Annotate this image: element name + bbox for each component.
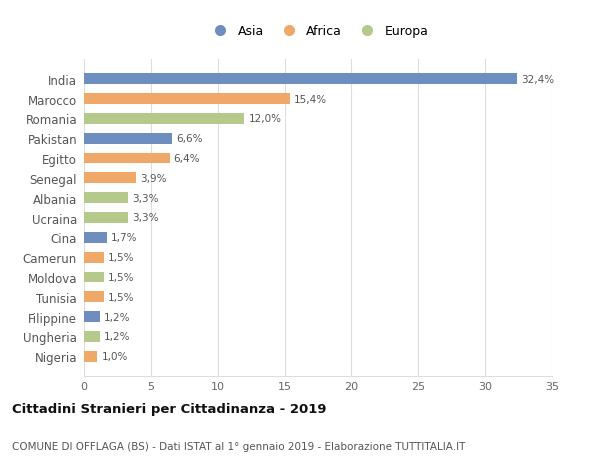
Text: 3,9%: 3,9% [140,174,167,184]
Bar [84,153,170,164]
Text: 1,5%: 1,5% [108,292,134,302]
Bar [84,74,517,85]
Text: 3,3%: 3,3% [132,193,158,203]
Text: 6,4%: 6,4% [173,154,200,164]
Text: Cittadini Stranieri per Cittadinanza - 2019: Cittadini Stranieri per Cittadinanza - 2… [12,403,326,415]
Text: 1,0%: 1,0% [101,352,128,362]
Text: 32,4%: 32,4% [521,74,554,84]
Bar [84,114,244,124]
Bar [84,312,100,322]
Text: 1,5%: 1,5% [108,272,134,282]
Bar [84,292,104,302]
Text: 1,2%: 1,2% [104,332,131,342]
Bar [84,351,97,362]
Text: 12,0%: 12,0% [248,114,281,124]
Bar [84,134,172,144]
Bar [84,232,107,243]
Bar [84,272,104,283]
Text: 6,6%: 6,6% [176,134,203,144]
Bar [84,331,100,342]
Text: 1,5%: 1,5% [108,252,134,263]
Text: 1,2%: 1,2% [104,312,131,322]
Bar [84,252,104,263]
Bar [84,173,136,184]
Text: 1,7%: 1,7% [111,233,137,243]
Text: 3,3%: 3,3% [132,213,158,223]
Bar [84,193,128,204]
Text: 15,4%: 15,4% [294,94,327,104]
Text: COMUNE DI OFFLAGA (BS) - Dati ISTAT al 1° gennaio 2019 - Elaborazione TUTTITALIA: COMUNE DI OFFLAGA (BS) - Dati ISTAT al 1… [12,441,466,451]
Bar [84,213,128,224]
Legend: Asia, Africa, Europa: Asia, Africa, Europa [204,22,432,42]
Bar [84,94,290,105]
